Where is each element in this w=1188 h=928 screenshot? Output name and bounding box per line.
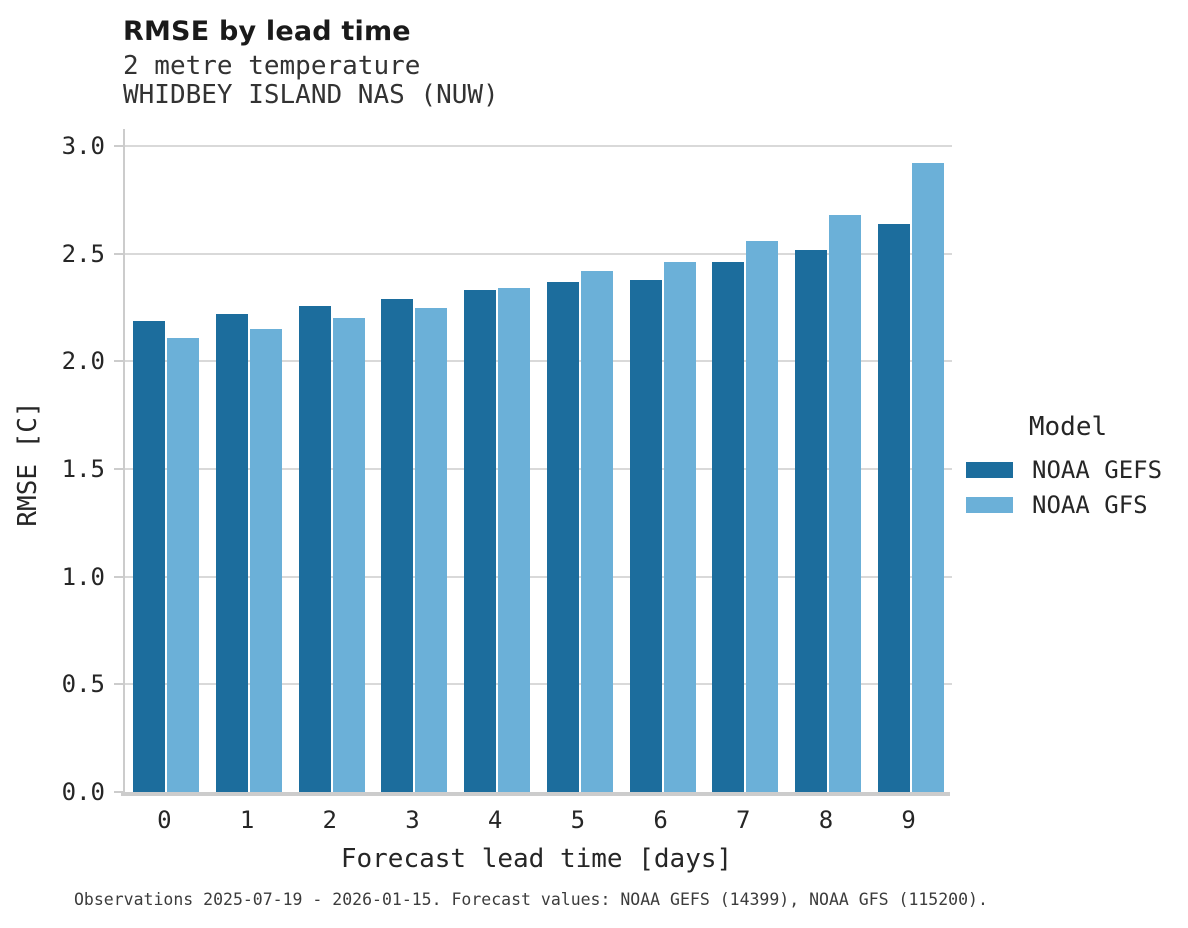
x-tick-label-5: 5 [570, 806, 586, 834]
y-tick-mark-0.0 [114, 791, 123, 793]
legend-swatch-noaa-gfs [966, 496, 1013, 513]
y-tick-mark-1.5 [114, 468, 123, 471]
x-tick-label-7: 7 [736, 806, 751, 834]
legend-item-noaa-gfs: NOAA GFS [966, 487, 1170, 522]
plot-area [123, 129, 952, 792]
bar-noaa-gefs-day-5 [546, 281, 579, 792]
y-tick-mark-1.0 [114, 575, 123, 578]
gridline-1.5 [125, 468, 952, 471]
x-tick-label-4: 4 [487, 806, 503, 834]
x-tick-label-9: 9 [901, 806, 916, 834]
y-tick-label-2.0: 2.0 [61, 347, 105, 376]
gridline-0.5 [125, 683, 952, 686]
chart-subtitle-station: WHIDBEY ISLAND NAS (NUW) [123, 80, 499, 110]
x-axis-line [121, 792, 950, 796]
gridline-2.5 [125, 252, 952, 255]
x-tick-label-6: 6 [653, 806, 668, 834]
bar-noaa-gefs-day-2 [298, 305, 331, 792]
bar-noaa-gefs-day-3 [381, 299, 414, 792]
y-tick-label-2.5: 2.5 [61, 239, 105, 268]
y-tick-label-1.0: 1.0 [61, 562, 105, 591]
bar-noaa-gefs-day-9 [877, 223, 910, 792]
bar-noaa-gfs-day-4 [498, 288, 531, 792]
legend-swatch-noaa-gefs [966, 461, 1013, 478]
y-tick-label-3.0: 3.0 [61, 132, 105, 161]
bar-noaa-gfs-day-7 [746, 240, 779, 792]
bar-noaa-gfs-day-1 [250, 329, 283, 792]
x-tick-label-2: 2 [322, 806, 337, 834]
bar-noaa-gfs-day-5 [580, 271, 613, 792]
bar-noaa-gfs-day-6 [663, 262, 696, 792]
x-axis-title: Forecast lead time [days] [340, 844, 733, 874]
bar-noaa-gfs-day-8 [828, 215, 861, 792]
bar-noaa-gefs-day-6 [629, 279, 662, 792]
y-tick-mark-2.0 [114, 360, 123, 363]
bar-noaa-gefs-day-7 [712, 262, 745, 792]
legend-label-noaa-gefs: NOAA GEFS [1032, 455, 1163, 484]
x-tick-label-8: 8 [818, 806, 834, 834]
bar-noaa-gefs-day-8 [794, 249, 827, 792]
x-tick-label-3: 3 [405, 806, 420, 834]
caption: Observations 2025-07-19 - 2026-01-15. Fo… [74, 890, 988, 909]
chart-title: RMSE by lead time [123, 16, 411, 47]
gridline-3.0 [125, 145, 952, 148]
x-tick-label-1: 1 [239, 806, 255, 834]
bar-noaa-gfs-day-9 [911, 163, 944, 792]
legend-item-noaa-gefs: NOAA GEFS [966, 452, 1170, 487]
legend-title: Model [1028, 412, 1108, 442]
bar-noaa-gefs-day-1 [216, 314, 249, 792]
gridline-1.0 [125, 575, 952, 578]
bar-noaa-gefs-day-0 [133, 320, 166, 792]
y-tick-mark-0.5 [114, 683, 123, 686]
x-tick-label-0: 0 [157, 806, 172, 834]
bar-noaa-gefs-day-4 [464, 290, 497, 792]
y-tick-label-0.0: 0.0 [61, 778, 105, 806]
chart-subtitle-variable: 2 metre temperature [123, 51, 421, 81]
legend-label-noaa-gfs: NOAA GFS [1032, 490, 1148, 519]
y-tick-label-1.5: 1.5 [61, 455, 105, 484]
y-tick-mark-2.5 [114, 252, 123, 255]
y-tick-mark-3.0 [114, 145, 123, 148]
gridline-2.0 [125, 360, 952, 363]
legend: Model NOAA GEFS NOAA GFS [966, 412, 1170, 522]
y-tick-label-0.5: 0.5 [61, 670, 105, 699]
bar-noaa-gfs-day-0 [167, 337, 200, 792]
bar-noaa-gfs-day-2 [332, 318, 365, 792]
bar-noaa-gfs-day-3 [415, 307, 448, 792]
